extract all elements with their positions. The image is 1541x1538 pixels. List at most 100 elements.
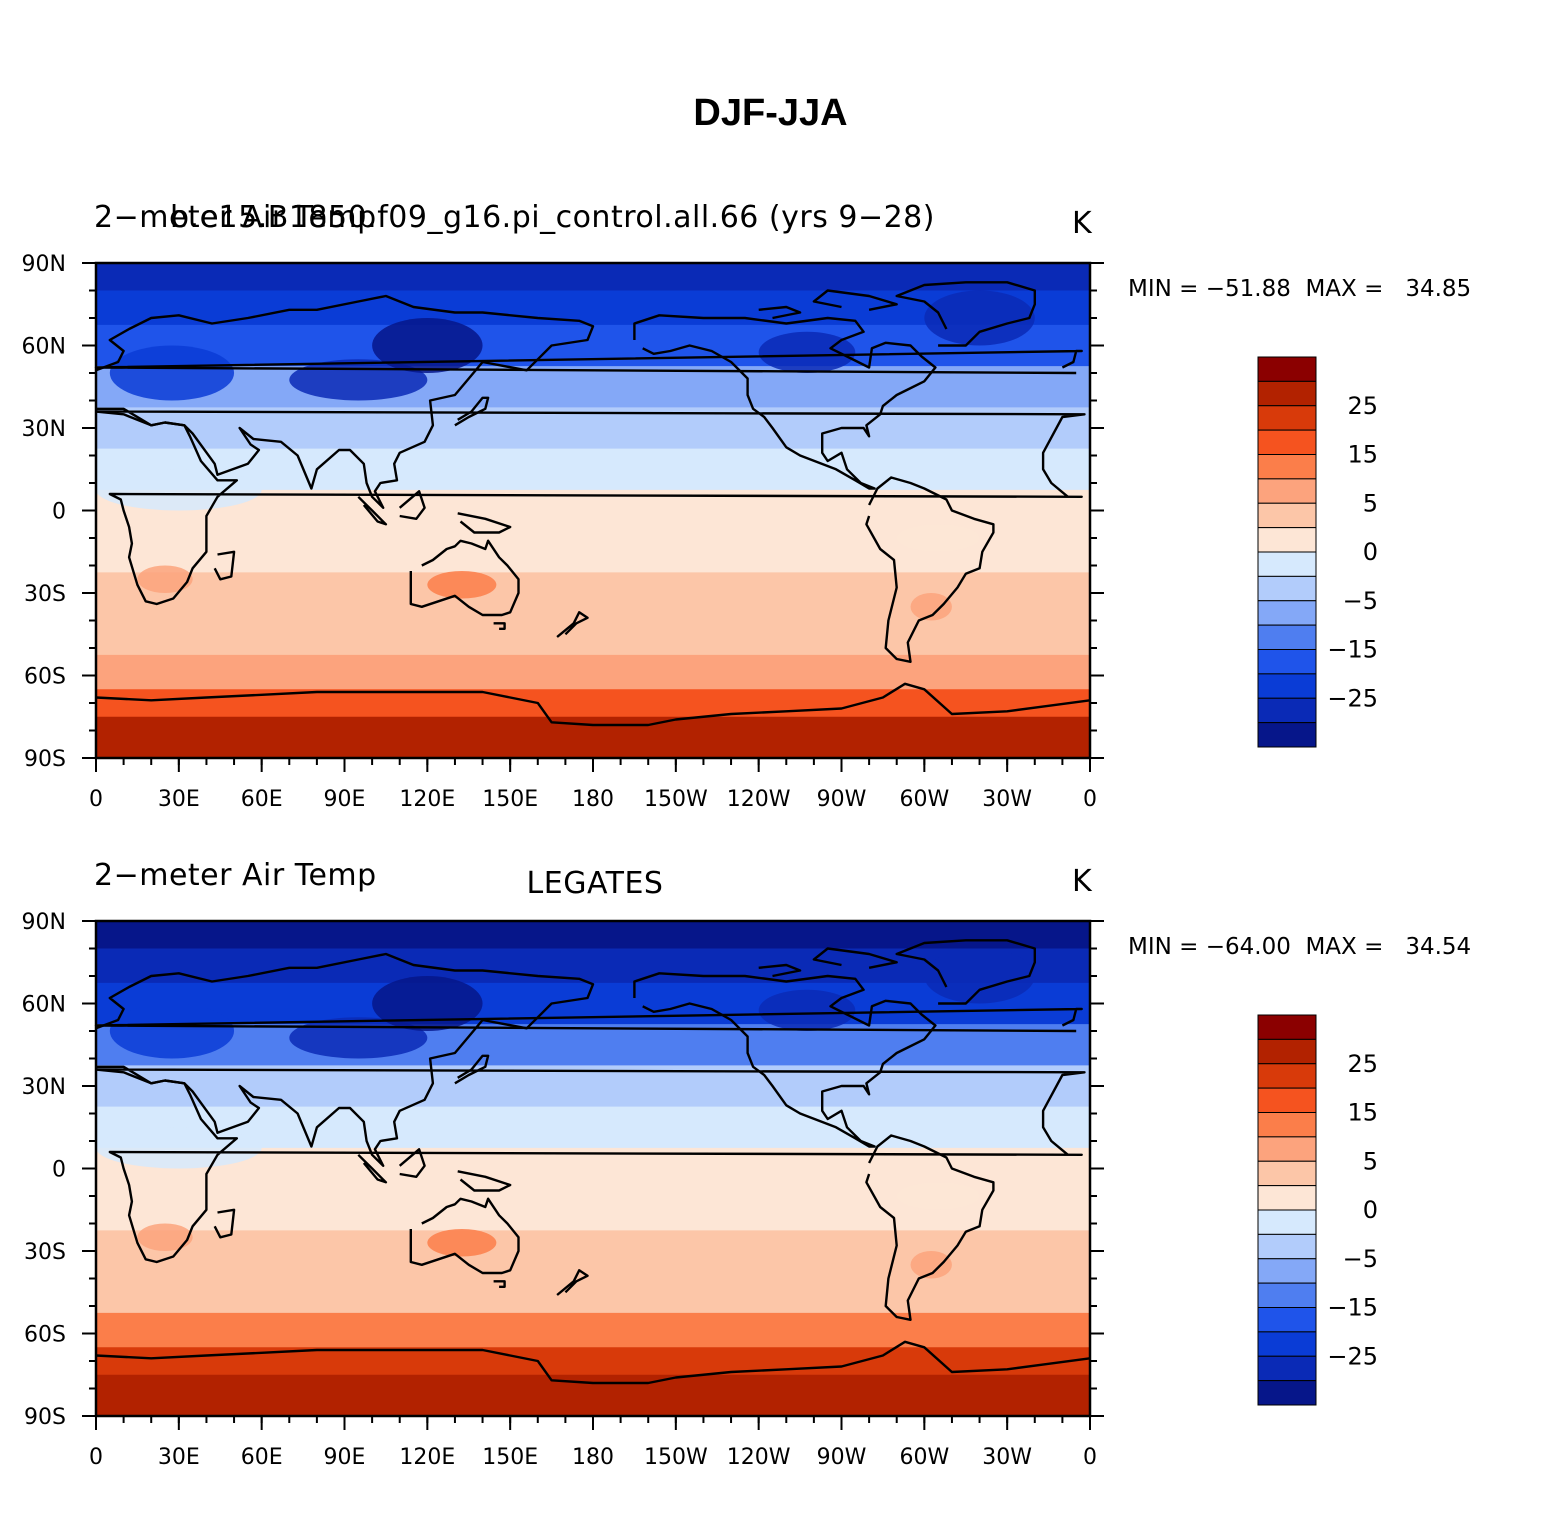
colorbar-swatch	[1257, 697, 1317, 724]
variable-label: 2−meter Air Temp	[94, 858, 377, 893]
colorbar-swatch	[1257, 356, 1317, 382]
colorbar-swatch	[1257, 1209, 1317, 1235]
lon-label: 150W	[644, 1445, 708, 1470]
temperature-anomaly	[372, 976, 483, 1031]
axis-ticks	[82, 920, 1104, 1430]
axis-labels: 90N 60N 30N 0 30S 60S 90S 0 30E 60E 90E 120E 150E 180…	[22, 910, 1097, 1470]
temperature-map: 90N 60N 30N 0 30S 60S 90S 0 30E 60E 90E 120E 150E 180…	[22, 252, 1378, 812]
colorbar-swatch	[1257, 1087, 1317, 1113]
lat-label: 60S	[24, 665, 66, 690]
zonal-band	[96, 948, 1090, 984]
colorbar-swatch	[1257, 502, 1317, 529]
colorbar-swatch	[1257, 551, 1317, 577]
coastline	[493, 622, 506, 630]
axis-ticks	[82, 262, 1104, 772]
zonal-band	[96, 654, 1090, 690]
colorbar-label: −5	[1343, 587, 1378, 615]
temperature-anomaly	[137, 1223, 193, 1251]
coastlines	[94, 939, 1091, 1385]
coastline	[94, 349, 1083, 375]
zonal-band	[96, 716, 1090, 759]
lon-label: 120E	[399, 1445, 455, 1470]
colorbar-label: 15	[1347, 441, 1378, 469]
coastline	[493, 1280, 506, 1288]
colorbar: 25 15 5 0 −5 −15 −25	[1257, 356, 1378, 748]
lon-label: 60W	[899, 787, 949, 812]
coastline	[758, 963, 802, 978]
temperature-anomaly	[758, 989, 856, 1031]
min-max-stats: MIN = −64.00 MAX = 34.54	[1128, 934, 1472, 960]
colorbar-swatch	[1257, 454, 1317, 480]
lon-label: 0	[1083, 787, 1097, 812]
coastline	[95, 294, 595, 509]
lat-label: 0	[52, 500, 66, 525]
colorbar-swatch	[1257, 575, 1317, 602]
coastline	[357, 495, 388, 526]
colorbar-label: 5	[1363, 489, 1378, 517]
zonal-band	[96, 1106, 1090, 1149]
map-field	[95, 921, 1090, 1417]
colorbar-label: 15	[1347, 1099, 1378, 1127]
lat-label: 90N	[22, 252, 66, 277]
figure-title: DJF-JJA	[693, 92, 848, 134]
coastline	[95, 1340, 1091, 1385]
lat-label: 30N	[22, 1075, 66, 1100]
bottom-map-panel: 2−meter Air Temp LEGATES K MIN = −64.00 …	[0, 858, 1541, 1498]
colorbar-label: −15	[1327, 1294, 1378, 1322]
lat-label: 30S	[24, 1240, 66, 1265]
temperature-map: 90N 60N 30N 0 30S 60S 90S 0 30E 60E 90E 120E 150E 180…	[22, 910, 1378, 1470]
coastline	[556, 1269, 589, 1296]
coastline	[95, 407, 1086, 606]
colorbar-swatch	[1257, 624, 1317, 650]
temperature-anomaly	[109, 345, 235, 401]
colorbar-label: −25	[1327, 1342, 1378, 1370]
colorbar-label: 5	[1363, 1147, 1378, 1175]
colorbar-swatch	[1257, 1136, 1317, 1162]
zonal-band	[96, 1271, 1090, 1314]
lon-label: 180	[572, 1445, 614, 1470]
lon-label: 90E	[324, 787, 366, 812]
colorbar-label: 25	[1347, 392, 1378, 420]
zonal-band	[96, 921, 1090, 949]
zonal-band	[96, 290, 1090, 326]
colorbar-swatch	[1257, 1331, 1317, 1357]
lat-label: 0	[52, 1158, 66, 1183]
lat-label: 60S	[24, 1323, 66, 1348]
colorbar-swatch	[1257, 722, 1317, 748]
coastline	[633, 314, 937, 490]
lon-label: 120E	[399, 787, 455, 812]
colorbar-swatch	[1257, 1038, 1317, 1065]
coastline	[812, 947, 898, 969]
lon-label: 30E	[158, 1445, 200, 1470]
coastline	[357, 1153, 388, 1184]
coastline	[556, 611, 589, 638]
coastline	[454, 396, 490, 427]
colorbar: 25 15 5 0 −5 −15 −25	[1257, 1014, 1378, 1406]
colorbar-swatch	[1257, 1160, 1317, 1187]
coastline	[812, 289, 898, 311]
coastline	[895, 939, 1037, 1005]
lat-label: 90S	[24, 747, 66, 772]
colorbar-swatch	[1257, 478, 1317, 504]
zonal-band	[96, 1374, 1090, 1417]
zonal-band	[96, 1312, 1090, 1348]
temperature-anomaly	[109, 1003, 235, 1059]
temperature-anomaly	[910, 1251, 952, 1279]
units-label: K	[1072, 864, 1093, 899]
temperature-anomaly	[924, 290, 1035, 346]
lat-label: 60N	[22, 993, 66, 1018]
lon-label: 150W	[644, 787, 708, 812]
colorbar-swatch	[1257, 1063, 1317, 1089]
colorbar-swatch	[1257, 1258, 1317, 1284]
lon-label: 120W	[727, 787, 791, 812]
colorbar-label: −25	[1327, 684, 1378, 712]
colorbar-swatch	[1257, 1307, 1317, 1333]
coastline	[633, 972, 937, 1148]
coastline	[398, 1148, 426, 1178]
temperature-anomaly	[896, 524, 980, 552]
coastlines	[94, 281, 1091, 727]
lon-label: 90E	[324, 1445, 366, 1470]
colorbar-label: −5	[1343, 1245, 1378, 1273]
coastline	[865, 1134, 995, 1321]
colorbar-swatch	[1257, 1185, 1317, 1211]
